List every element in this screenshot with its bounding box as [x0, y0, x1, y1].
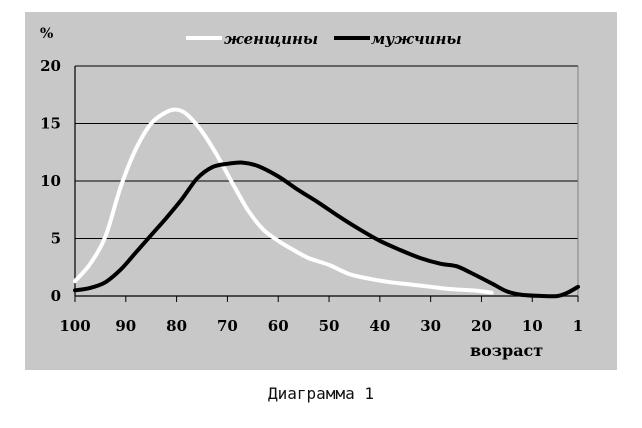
figure-caption: Диаграмма 1 [268, 384, 374, 403]
y-tick-label: 5 [51, 230, 61, 248]
legend: женщины мужчины [186, 30, 462, 48]
x-tick-label: 10 [522, 317, 543, 335]
x-tick-label: 1 [573, 317, 583, 335]
x-tick-label: 70 [217, 317, 238, 335]
y-axis-label: % [40, 26, 53, 42]
x-tick-label: 30 [420, 317, 441, 335]
x-tick-label: 80 [166, 317, 187, 335]
x-tick-label: 90 [115, 317, 136, 335]
y-tick-label: 20 [40, 57, 61, 75]
x-tick-label: 50 [319, 317, 340, 335]
x-tick-label: 100 [59, 317, 90, 335]
legend-label-men: мужчины [371, 30, 462, 48]
x-tick-label: 20 [471, 317, 492, 335]
x-tick-label: 60 [268, 317, 289, 335]
chart-background [25, 12, 617, 370]
series-line-women [73, 107, 494, 295]
x-tick-label: 40 [369, 317, 390, 335]
y-tick-label: 0 [51, 287, 61, 305]
series-line-men [73, 160, 580, 299]
legend-label-women: женщины [224, 30, 318, 48]
x-axis-label: возраст [470, 341, 543, 360]
y-tick-label: 15 [40, 115, 61, 133]
y-tick-label: 10 [40, 172, 61, 190]
